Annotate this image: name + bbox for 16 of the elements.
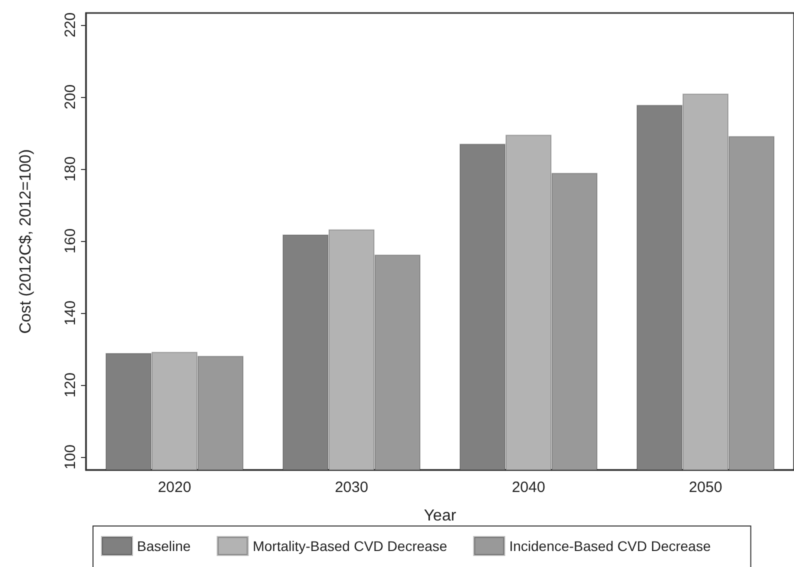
x-tick-label: 2020: [158, 479, 192, 496]
y-tick-label: 200: [62, 84, 79, 110]
x-axis-title: Year: [424, 508, 457, 524]
y-tick-label: 140: [62, 300, 79, 326]
legend-label: Mortality-Based CVD Decrease: [252, 538, 448, 554]
legend-label: Incidence-Based CVD Decrease: [509, 538, 711, 554]
y-tick-label: 160: [62, 228, 79, 254]
x-tick-label: 2040: [512, 479, 546, 496]
y-tick-label: 180: [62, 156, 79, 182]
y-axis-title: Cost (2012C$, 2012=100): [18, 149, 34, 334]
y-tick-label: 120: [62, 372, 79, 398]
y-tick-label: 100: [62, 444, 79, 470]
legend-label: Baseline: [137, 538, 191, 554]
x-tick-label: 2050: [688, 479, 722, 496]
x-tick-label: 2030: [334, 479, 368, 496]
y-tick-label: 220: [62, 12, 79, 38]
